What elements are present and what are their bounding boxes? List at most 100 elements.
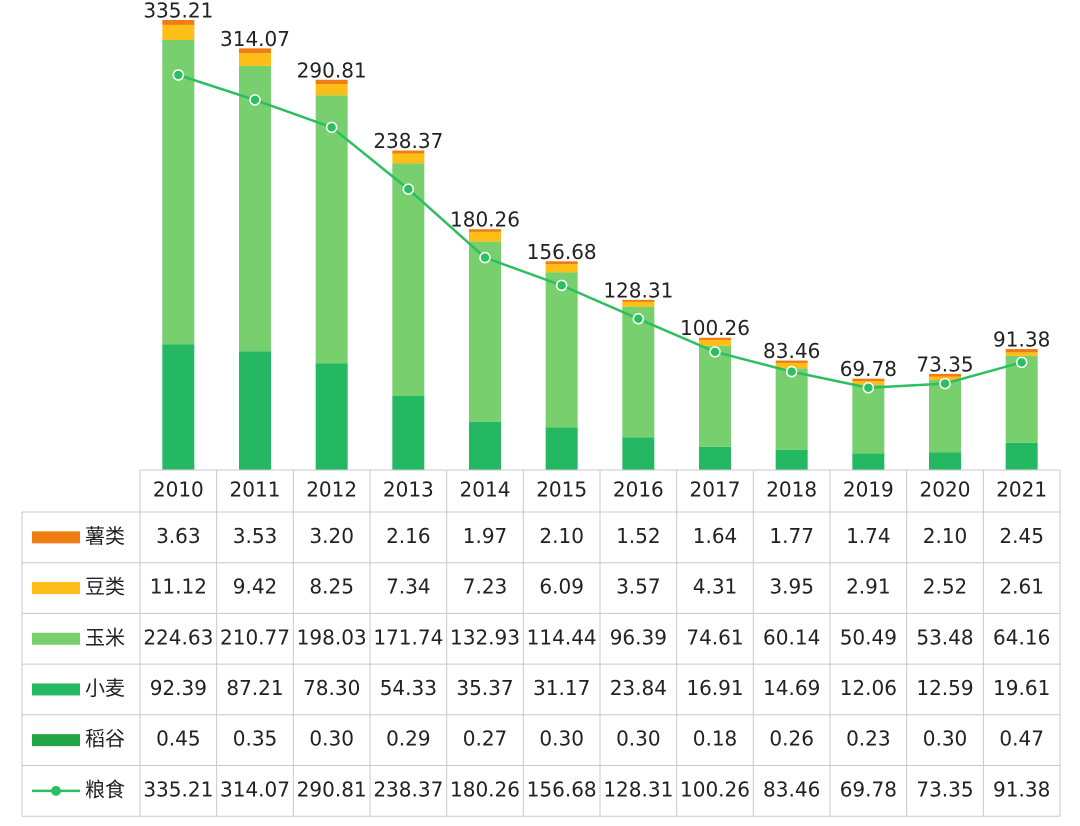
bar bbox=[545, 264, 578, 273]
bar bbox=[1005, 442, 1038, 470]
table-cell: 74.61 bbox=[686, 625, 743, 649]
line bbox=[177, 73, 1023, 390]
legend-label: 小麦 bbox=[85, 676, 125, 700]
line-point bbox=[939, 377, 951, 390]
bar bbox=[315, 95, 348, 364]
table-cell: 0.47 bbox=[999, 727, 1044, 751]
table-cell: 171.74 bbox=[373, 625, 443, 649]
table-cell: 0.30 bbox=[309, 727, 354, 751]
bar bbox=[852, 384, 885, 454]
line-point bbox=[249, 94, 261, 106]
legend-label: 豆类 bbox=[85, 575, 125, 599]
table-cell: 2.52 bbox=[923, 575, 968, 599]
table-cell: 1.77 bbox=[769, 524, 814, 548]
table-cell: 7.23 bbox=[463, 575, 508, 599]
legend-label: 粮食 bbox=[85, 777, 125, 801]
bar bbox=[392, 163, 425, 397]
table-cell: 100.26 bbox=[680, 777, 750, 801]
line-point bbox=[172, 69, 185, 81]
bar bbox=[239, 48, 271, 54]
table-cell: 0.26 bbox=[769, 727, 814, 751]
table-cell: 3.53 bbox=[233, 524, 278, 548]
table-cell: 2.10 bbox=[923, 524, 968, 548]
table-cell: 54.33 bbox=[380, 676, 437, 700]
bar bbox=[315, 79, 348, 85]
data-label: 290.81 bbox=[297, 58, 367, 82]
bar bbox=[1005, 355, 1038, 443]
bar bbox=[469, 231, 501, 242]
table-cell: 73.35 bbox=[916, 777, 973, 801]
legend-label: 薯类 bbox=[85, 524, 125, 548]
table-cell: 12.06 bbox=[840, 676, 897, 700]
table-cell: 198.03 bbox=[297, 625, 367, 649]
line-point bbox=[402, 183, 415, 195]
bar bbox=[162, 344, 195, 470]
line-point bbox=[709, 346, 721, 358]
table-cell: 1.74 bbox=[846, 524, 891, 548]
table-cell: 2.16 bbox=[386, 524, 431, 548]
line-point bbox=[632, 313, 645, 325]
bar bbox=[929, 452, 961, 470]
bar bbox=[775, 368, 808, 450]
bar bbox=[929, 373, 961, 377]
bar bbox=[239, 351, 271, 470]
bar bbox=[239, 53, 271, 66]
table-cell: 96.39 bbox=[610, 625, 667, 649]
table-cell: 8.25 bbox=[309, 575, 354, 599]
x-tick-label: 2014 bbox=[460, 478, 511, 502]
table-cell: 78.30 bbox=[303, 676, 360, 700]
line-point bbox=[555, 279, 568, 292]
table-cell: 60.14 bbox=[763, 625, 820, 649]
table-cell: 0.45 bbox=[156, 727, 201, 751]
data-label: 83.46 bbox=[763, 339, 820, 363]
x-tick-label: 2021 bbox=[996, 478, 1047, 502]
x-tick-label: 2020 bbox=[920, 478, 971, 502]
bar bbox=[775, 360, 808, 363]
legend-swatch bbox=[32, 683, 80, 696]
table-cell: 314.07 bbox=[220, 777, 290, 801]
x-tick-label: 2010 bbox=[153, 478, 204, 502]
line-point bbox=[1015, 356, 1028, 369]
bar bbox=[775, 362, 808, 369]
table-cell: 3.63 bbox=[156, 524, 201, 548]
table-cell: 3.95 bbox=[769, 575, 814, 599]
bar bbox=[469, 241, 501, 422]
table-cell: 2.91 bbox=[846, 575, 891, 599]
table-cell: 0.35 bbox=[233, 727, 278, 751]
data-label: 156.68 bbox=[527, 240, 597, 264]
data-label: 69.78 bbox=[840, 357, 897, 381]
bar bbox=[1005, 349, 1038, 353]
table-cell: 19.61 bbox=[993, 676, 1050, 700]
table-cell: 92.39 bbox=[150, 676, 207, 700]
data-label: 128.31 bbox=[603, 278, 673, 302]
table-cell: 128.31 bbox=[603, 777, 673, 801]
table-cell: 16.91 bbox=[686, 676, 743, 700]
table-cell: 3.20 bbox=[309, 524, 354, 548]
table-cell: 0.18 bbox=[693, 727, 738, 751]
table-cell: 2.10 bbox=[539, 524, 584, 548]
bar bbox=[622, 301, 655, 307]
table-cell: 0.23 bbox=[846, 727, 891, 751]
table-cell: 23.84 bbox=[610, 676, 667, 700]
bar bbox=[162, 20, 195, 25]
bar bbox=[239, 65, 271, 352]
table-cell: 3.57 bbox=[616, 575, 661, 599]
table-cell: 0.30 bbox=[616, 727, 661, 751]
legend-swatch bbox=[32, 632, 80, 645]
table-cell: 132.93 bbox=[450, 625, 520, 649]
bar bbox=[315, 363, 348, 470]
bar bbox=[852, 378, 885, 382]
line-point bbox=[479, 251, 491, 264]
legend-label: 玉米 bbox=[85, 625, 125, 649]
bar bbox=[622, 306, 655, 438]
bar bbox=[622, 299, 655, 302]
table-cell: 2.61 bbox=[999, 575, 1044, 599]
table-cell: 6.09 bbox=[539, 575, 584, 599]
legend-swatch bbox=[32, 531, 80, 544]
table-cell: 0.30 bbox=[923, 727, 968, 751]
data-label: 180.26 bbox=[450, 208, 520, 232]
x-tick-label: 2011 bbox=[230, 478, 281, 502]
bar bbox=[162, 24, 195, 40]
line-point bbox=[785, 365, 798, 378]
